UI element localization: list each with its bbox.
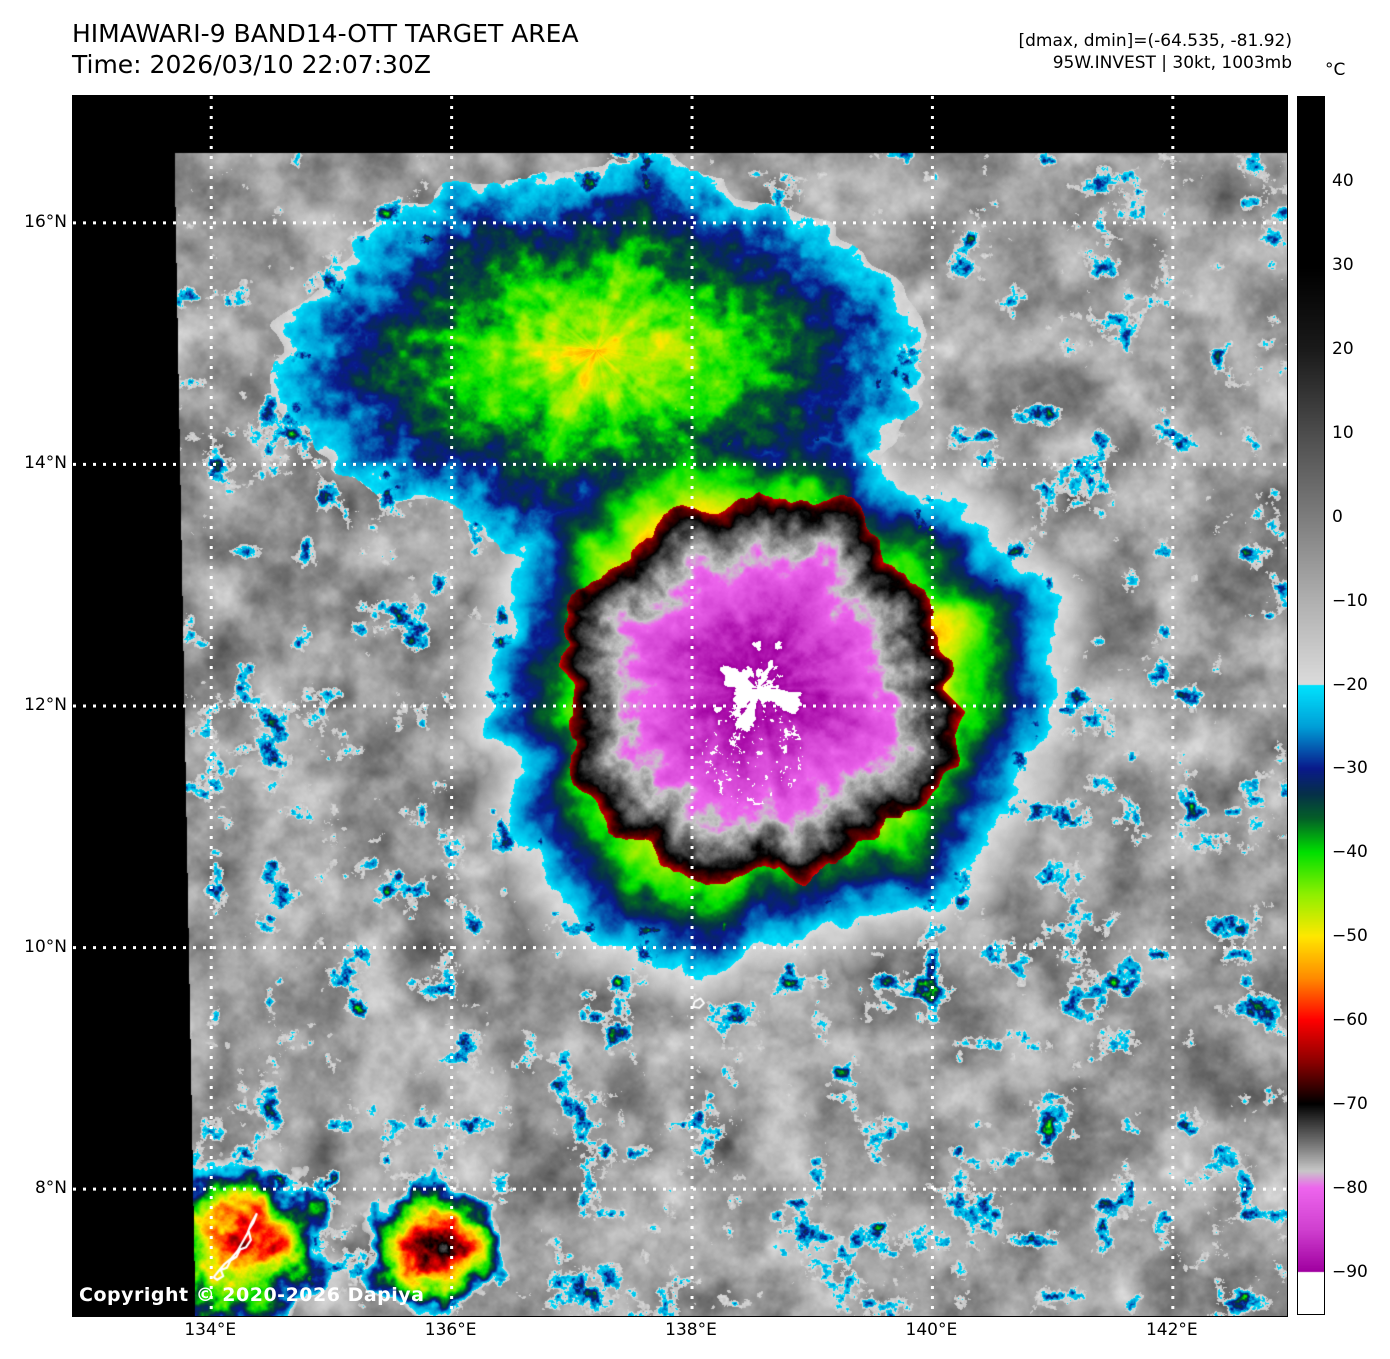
lat-tick-12°N: 12°N	[24, 695, 67, 715]
colorbar-tick--50: −50	[1332, 926, 1368, 947]
colorbar-tick--10: −10	[1332, 590, 1368, 611]
lat-tick-10°N: 10°N	[24, 936, 67, 957]
lon-tick-140°E: 140°E	[905, 1320, 958, 1340]
storm-info-label: 95W.INVEST | 30kt, 1003mb	[1052, 53, 1292, 73]
colorbar-tick--80: −80	[1332, 1178, 1368, 1199]
colorbar-tick--30: −30	[1332, 758, 1368, 779]
title-block: HIMAWARI-9 BAND14-OTT TARGET AREA Time: …	[72, 18, 579, 80]
satellite-imagery-canvas	[73, 96, 1287, 1316]
colorbar-tick-30: 30	[1332, 254, 1354, 275]
colorbar-gradient	[1298, 97, 1324, 1314]
page-title: HIMAWARI-9 BAND14-OTT TARGET AREA	[72, 19, 579, 48]
lat-tick-14°N: 14°N	[24, 453, 67, 474]
colorbar-tick--90: −90	[1332, 1262, 1368, 1283]
colorbar-tick-0: 0	[1332, 506, 1343, 527]
colorbar-tick-20: 20	[1332, 338, 1354, 359]
colorbar-tick--60: −60	[1332, 1010, 1368, 1031]
lon-tick-134°E: 134°E	[184, 1320, 237, 1340]
colorbar-tick--20: −20	[1332, 674, 1368, 695]
dminmax-label: [dmax, dmin]=(-64.535, -81.92)	[1018, 31, 1293, 51]
copyright-label: Copyright © 2020-2026 Dapiya	[79, 1284, 425, 1306]
lon-tick-142°E: 142°E	[1145, 1320, 1198, 1340]
lon-tick-136°E: 136°E	[424, 1320, 477, 1340]
colorbar-tick--70: −70	[1332, 1094, 1368, 1115]
lat-tick-8°N: 8°N	[34, 1178, 67, 1199]
lat-tick-16°N: 16°N	[24, 211, 67, 232]
colorbar-tick-10: 10	[1332, 422, 1354, 443]
colorbar-unit-label: °C	[1325, 60, 1346, 80]
lon-tick-138°E: 138°E	[665, 1320, 717, 1340]
timestamp-label: Time: 2026/03/10 22:07:30Z	[72, 50, 431, 79]
metadata-block: [dmax, dmin]=(-64.535, -81.92) 95W.INVES…	[1019, 30, 1293, 74]
colorbar[interactable]	[1297, 96, 1325, 1315]
satellite-map[interactable]: Copyright © 2020-2026 Dapiya	[72, 95, 1288, 1317]
colorbar-tick--40: −40	[1332, 842, 1368, 863]
colorbar-tick-40: 40	[1332, 170, 1354, 191]
